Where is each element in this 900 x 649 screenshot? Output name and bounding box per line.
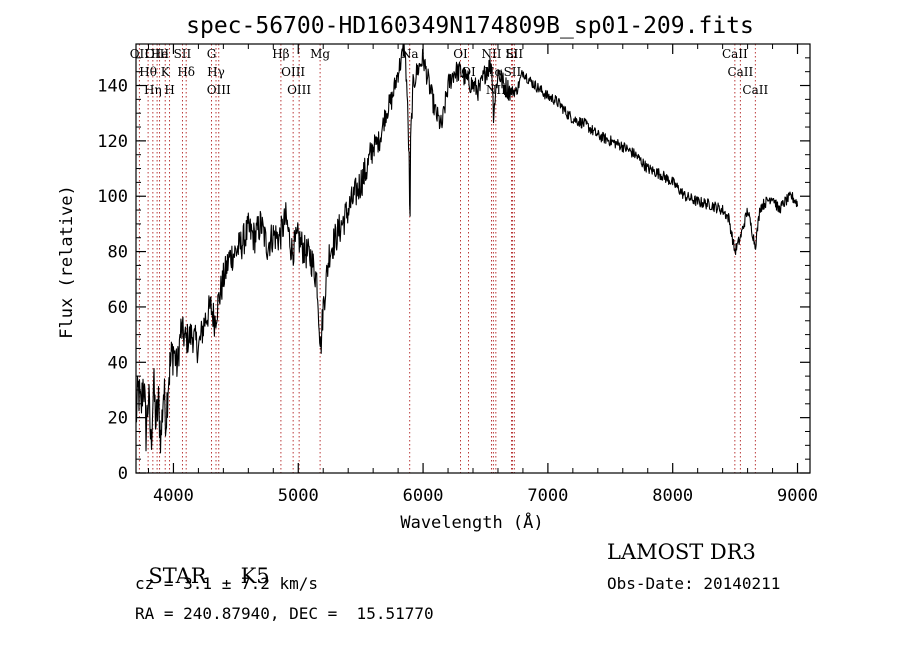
- x-tick-label: 9000: [777, 486, 818, 506]
- x-tick-label: 4000: [153, 486, 194, 506]
- plot-frame: [135, 43, 811, 474]
- line-label: G: [207, 47, 217, 61]
- line-label: Hη: [144, 83, 162, 97]
- line-label: OIII: [281, 65, 305, 79]
- line-label: CaII: [722, 47, 748, 61]
- y-tick-label: 80: [108, 243, 128, 263]
- line-label: H: [164, 83, 174, 97]
- line-label: OI: [453, 47, 468, 61]
- x-tick-label: 5000: [278, 486, 319, 506]
- subclass-label: K5: [240, 564, 270, 588]
- y-tick-label: 20: [108, 409, 128, 429]
- survey-label: LAMOST DR3: [607, 540, 756, 564]
- line-label: OIII: [287, 83, 311, 97]
- line-label: OII: [130, 47, 150, 61]
- line-label: Mg: [310, 47, 330, 61]
- line-label: SII: [174, 47, 192, 61]
- line-label: CaII: [727, 65, 753, 79]
- obs-date-text: Obs-Date: 20140211: [607, 574, 781, 593]
- class-label: STAR: [148, 564, 207, 588]
- line-label: K: [161, 65, 171, 79]
- line-label: Hγ: [207, 65, 225, 79]
- y-axis-label: Flux (relative): [57, 185, 77, 339]
- line-label: CaII: [742, 83, 768, 97]
- redshift-text: cz = 3.1 ± 7.2 km/s: [135, 574, 319, 593]
- x-tick-label: 6000: [403, 486, 444, 506]
- line-label: OIII: [207, 83, 231, 97]
- line-label: SII: [504, 65, 522, 79]
- y-axis-ticks: 0 20 40 60 80 100 120 140: [97, 57, 810, 484]
- y-tick-label: 0: [118, 464, 128, 484]
- line-label: SII: [505, 47, 523, 61]
- x-axis-label: Wavelength (Å): [400, 511, 543, 533]
- y-tick-label: 40: [108, 353, 128, 373]
- line-label: He: [151, 47, 169, 61]
- y-tick-label: 120: [97, 132, 128, 152]
- line-label: OIII: [145, 47, 169, 61]
- x-axis-ticks: 4000 5000 6000 7000 8000 9000: [147, 44, 818, 506]
- object-class: STAR K5: [135, 540, 270, 588]
- line-label: Hθ: [139, 65, 157, 79]
- line-label: Li: [506, 47, 518, 61]
- spectrum-line: [135, 43, 799, 454]
- x-tick-label: 8000: [652, 486, 693, 506]
- y-tick-label: 100: [97, 187, 128, 207]
- coordinates-text: RA = 240.87940, DEC = 15.51770: [135, 604, 434, 623]
- y-tick-label: 60: [108, 298, 128, 318]
- line-label: Hδ: [177, 65, 195, 79]
- line-label: Hβ: [272, 47, 289, 61]
- chart-title: spec-56700-HD160349N174809B_sp01-209.fit…: [186, 13, 754, 39]
- x-tick-label: 7000: [527, 486, 568, 506]
- line-label: NII: [481, 47, 501, 61]
- y-tick-label: 140: [97, 77, 128, 97]
